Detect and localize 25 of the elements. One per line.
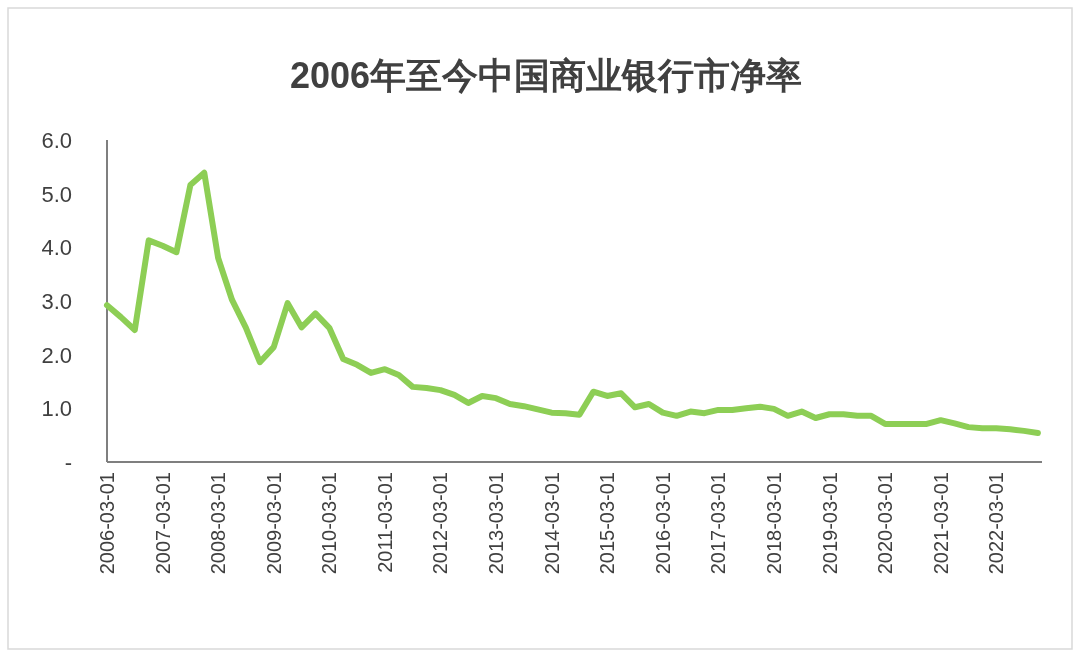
y-tick-label: - (64, 450, 72, 475)
x-tick-label: 2018-03-01 (762, 472, 785, 575)
x-tick-label: 2019-03-01 (818, 472, 841, 575)
y-tick-label: 6.0 (41, 128, 72, 153)
x-tick-label: 2020-03-01 (874, 472, 897, 575)
x-tick-label: 2022-03-01 (985, 472, 1008, 575)
x-tick-label: 2006-03-01 (96, 472, 118, 575)
y-tick-label: 3.0 (41, 289, 72, 314)
x-tick-label: 2008-03-01 (207, 472, 230, 575)
x-tick-label: 2007-03-01 (151, 472, 174, 575)
x-tick-label: 2014-03-01 (540, 472, 563, 575)
x-tick-label: 2021-03-01 (929, 472, 952, 575)
x-tick-label: 2012-03-01 (429, 472, 452, 575)
x-tick-label: 2017-03-01 (707, 472, 730, 575)
y-tick-label: 4.0 (41, 235, 72, 261)
x-tick-label: 2010-03-01 (318, 472, 341, 575)
x-tick-label: 2009-03-01 (262, 472, 285, 575)
x-tick-label: 2013-03-01 (485, 472, 508, 575)
x-tick-label: 2016-03-01 (651, 472, 674, 575)
x-tick-label: 2011-03-01 (373, 472, 396, 573)
chart-title: 2006年至今中国商业银行市净率 (289, 55, 803, 96)
y-tick-label: 2.0 (41, 342, 72, 368)
y-tick-label: 5.0 (41, 181, 72, 207)
y-tick-label: 1.0 (41, 396, 72, 422)
x-tick-label: 2015-03-01 (596, 472, 619, 575)
